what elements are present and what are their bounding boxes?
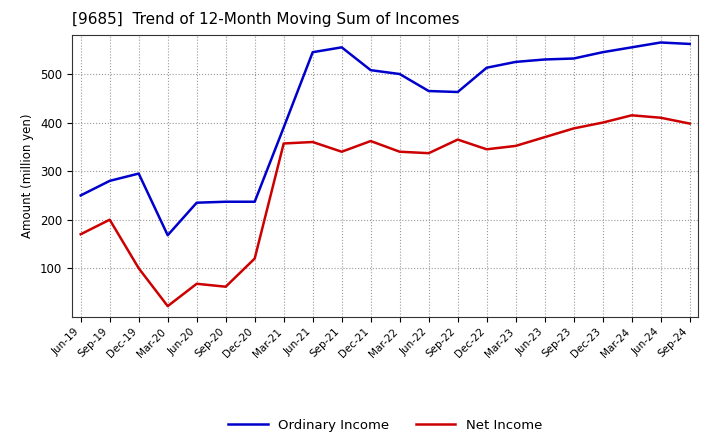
Ordinary Income [657,40,665,45]
Net Income [251,256,259,261]
Ordinary Income [251,199,259,204]
Net Income [308,139,317,145]
Ordinary Income [105,178,114,183]
Legend: Ordinary Income, Net Income: Ordinary Income, Net Income [222,414,548,437]
Net Income [424,150,433,156]
Net Income [76,231,85,237]
Net Income [657,115,665,121]
Net Income [598,120,607,125]
Net Income [163,304,172,309]
Net Income [627,113,636,118]
Ordinary Income [308,50,317,55]
Net Income [395,149,404,154]
Ordinary Income [192,200,201,205]
Ordinary Income [163,233,172,238]
Ordinary Income [135,171,143,176]
Net Income [511,143,520,149]
Ordinary Income [424,88,433,94]
Net Income [192,281,201,286]
Ordinary Income [685,41,694,47]
Ordinary Income [338,45,346,50]
Ordinary Income [454,89,462,95]
Ordinary Income [366,67,375,73]
Net Income [338,149,346,154]
Net Income [482,147,491,152]
Line: Net Income: Net Income [81,115,690,306]
Net Income [541,135,549,140]
Text: [9685]  Trend of 12-Month Moving Sum of Incomes: [9685] Trend of 12-Month Moving Sum of I… [72,12,459,27]
Ordinary Income [627,45,636,50]
Ordinary Income [570,56,578,61]
Net Income [366,139,375,144]
Y-axis label: Amount (million yen): Amount (million yen) [22,114,35,238]
Ordinary Income [221,199,230,204]
Net Income [221,284,230,290]
Net Income [570,126,578,131]
Ordinary Income [482,65,491,70]
Net Income [454,137,462,142]
Line: Ordinary Income: Ordinary Income [81,43,690,235]
Net Income [279,141,288,146]
Ordinary Income [279,125,288,130]
Net Income [105,217,114,222]
Net Income [685,121,694,126]
Ordinary Income [511,59,520,65]
Ordinary Income [395,71,404,77]
Ordinary Income [76,193,85,198]
Ordinary Income [598,50,607,55]
Net Income [135,266,143,271]
Ordinary Income [541,57,549,62]
